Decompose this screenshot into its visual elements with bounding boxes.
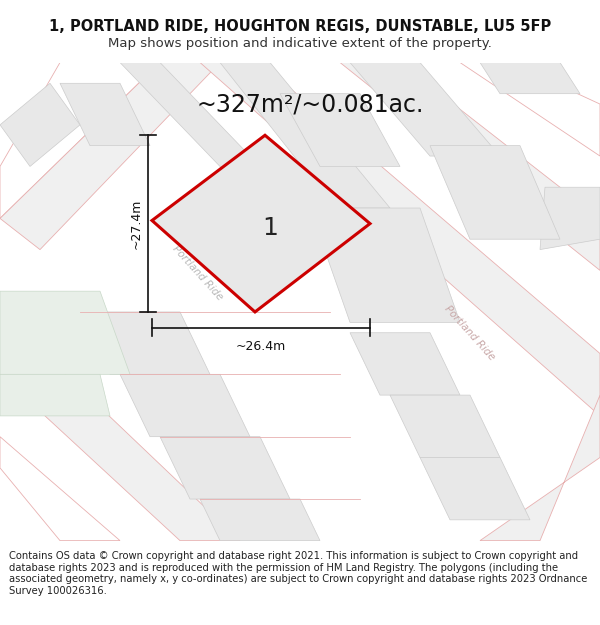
Polygon shape: [280, 94, 400, 166]
Text: ~327m²/~0.081ac.: ~327m²/~0.081ac.: [196, 92, 424, 116]
Polygon shape: [350, 332, 460, 395]
Polygon shape: [480, 395, 600, 541]
Polygon shape: [220, 62, 390, 208]
Text: ~27.4m: ~27.4m: [130, 198, 143, 249]
Text: ~26.4m: ~26.4m: [236, 340, 286, 353]
Text: Contains OS data © Crown copyright and database right 2021. This information is : Contains OS data © Crown copyright and d…: [9, 551, 587, 596]
Polygon shape: [120, 374, 250, 437]
Polygon shape: [160, 437, 290, 499]
Polygon shape: [60, 83, 150, 146]
Polygon shape: [200, 62, 600, 416]
Polygon shape: [390, 395, 500, 458]
Polygon shape: [0, 83, 80, 166]
Text: Map shows position and indicative extent of the property.: Map shows position and indicative extent…: [108, 38, 492, 50]
Polygon shape: [0, 62, 160, 218]
Polygon shape: [460, 62, 600, 156]
Polygon shape: [540, 188, 600, 249]
Text: Portland Ride: Portland Ride: [443, 303, 497, 362]
Polygon shape: [0, 437, 120, 541]
Polygon shape: [340, 62, 600, 271]
Polygon shape: [120, 62, 280, 188]
Text: 1: 1: [263, 216, 278, 240]
Polygon shape: [420, 458, 530, 520]
Polygon shape: [430, 146, 560, 239]
Polygon shape: [0, 62, 220, 249]
Polygon shape: [0, 291, 130, 374]
Polygon shape: [152, 135, 370, 312]
Polygon shape: [0, 374, 110, 416]
Text: Portland Ride: Portland Ride: [171, 243, 225, 302]
Polygon shape: [0, 312, 240, 541]
Polygon shape: [480, 62, 580, 94]
Polygon shape: [350, 62, 500, 156]
Text: 1, PORTLAND RIDE, HOUGHTON REGIS, DUNSTABLE, LU5 5FP: 1, PORTLAND RIDE, HOUGHTON REGIS, DUNSTA…: [49, 19, 551, 34]
Polygon shape: [80, 312, 210, 374]
Polygon shape: [200, 499, 320, 541]
Polygon shape: [310, 208, 460, 322]
